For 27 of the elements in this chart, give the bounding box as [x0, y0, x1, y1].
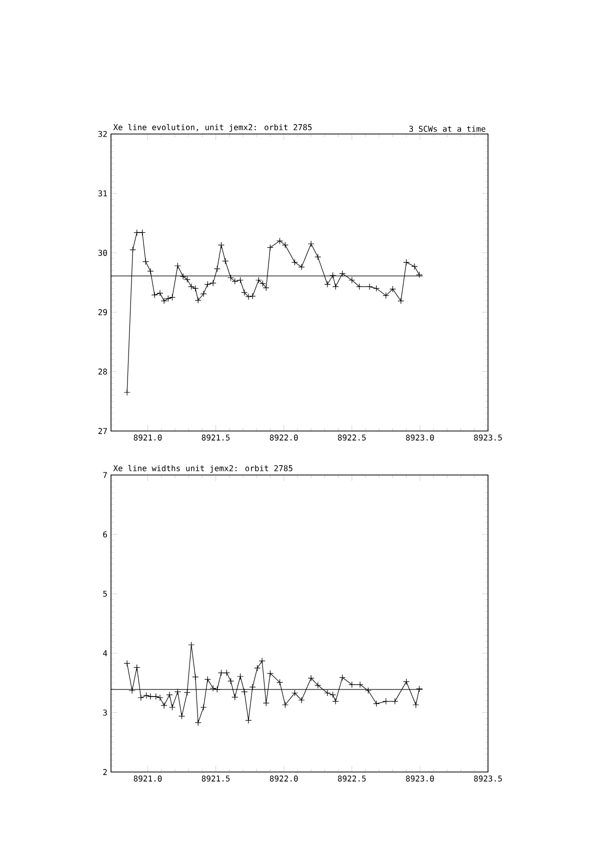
y-tick-label: 30: [98, 250, 107, 256]
x-tick-label: 8922.0: [270, 776, 298, 782]
y-tick-label: 2: [103, 769, 107, 775]
x-tick-label: 8921.5: [202, 776, 230, 782]
y-tick-label: 3: [103, 710, 107, 716]
x-tick-label: 8921.0: [134, 434, 162, 441]
y-tick-label: 7: [103, 472, 107, 478]
x-tick-label: 8923.5: [474, 776, 502, 782]
y-tick-label: 5: [103, 590, 107, 597]
chart-title: Xe line widths unit jemx2: orbit 2785: [113, 465, 292, 473]
chart-subtitle: 3 SCWs at a time: [409, 126, 486, 132]
y-tick-label: 29: [98, 309, 107, 316]
chart-title: Xe line evolution, unit jemx2: orbit 2785: [113, 124, 312, 132]
x-tick-label: 8923.5: [474, 434, 502, 441]
x-tick-label: 8922.0: [270, 434, 298, 441]
x-tick-label: 8923.0: [406, 776, 434, 782]
x-tick-label: 8922.5: [338, 776, 366, 782]
x-tick-label: 8921.0: [134, 776, 162, 782]
y-tick-label: 4: [103, 650, 108, 656]
y-tick-label: 6: [103, 531, 107, 538]
y-tick-label: 32: [98, 130, 107, 138]
y-tick-label: 28: [98, 368, 107, 375]
x-tick-label: 8921.5: [202, 434, 230, 441]
y-tick-label: 31: [98, 190, 107, 196]
x-tick-label: 8922.5: [338, 434, 366, 441]
x-tick-label: 8923.0: [406, 434, 434, 441]
y-tick-label: 27: [98, 428, 107, 434]
